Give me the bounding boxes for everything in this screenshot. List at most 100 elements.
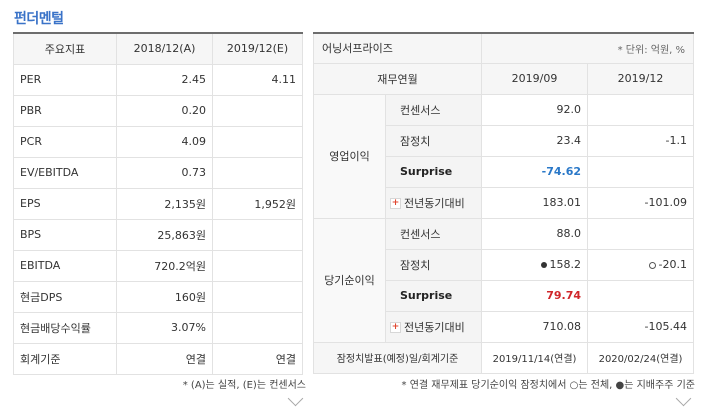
cell-value: 160원	[116, 280, 213, 313]
cell-value	[212, 280, 303, 313]
cell-value: 2.45	[116, 63, 213, 96]
cell-value: 88.0	[481, 217, 588, 250]
col-header-indicator: 주요지표	[13, 32, 117, 65]
row-label: EBITDA	[13, 249, 117, 282]
cell-value: 0.20	[116, 94, 213, 127]
table-row: 현금배당수익률 3.07%	[13, 311, 303, 344]
row-label: 잠정치	[385, 124, 482, 157]
table-row: 회계기준 연결 연결	[13, 342, 303, 375]
surprise-value: -74.62	[481, 155, 588, 188]
cell-value: 183.01	[481, 186, 588, 219]
cell-value	[586, 93, 695, 126]
cell-value: 158.2	[549, 258, 582, 271]
fundamentals-table: 주요지표 2018/12(A) 2019/12(E) PER 2.45 4.11 P…	[13, 32, 303, 375]
footnote-right: * 연결 재무제표 당기순이익 잠정치에서 ○는 전체, ●는 지배주주 기준	[401, 380, 695, 391]
cell-value	[212, 94, 303, 127]
cell-value: 4.11	[212, 63, 303, 96]
row-label-yoy[interactable]: + 전년동기대비	[385, 186, 482, 219]
cell-value: 4.09	[116, 125, 213, 158]
row-label: 전년동기대비	[404, 320, 465, 334]
cell-value: -1.1	[586, 124, 695, 157]
table-row: 잠정치 23.4 -1.1	[314, 124, 695, 157]
row-label: EV/EBITDA	[13, 156, 117, 189]
group-label-operating-income: 영업이익	[313, 93, 386, 219]
row-label: 컨센서스	[385, 93, 482, 126]
cell-value: -101.09	[586, 186, 695, 219]
cell-value: -20.1	[658, 258, 688, 271]
cell-value: 연결	[116, 342, 213, 375]
cell-value	[212, 125, 303, 158]
table-row: EV/EBITDA 0.73	[13, 156, 303, 189]
surprise-value: 79.74	[481, 279, 588, 312]
table-row: BPS 25,863원	[13, 218, 303, 251]
hollow-dot-icon	[648, 261, 656, 269]
cell-value: 720.2억원	[116, 249, 213, 282]
row-label-yoy[interactable]: + 전년동기대비	[385, 310, 482, 343]
table-row: 당기순이익 컨센서스 88.0	[313, 217, 695, 343]
group-label-net-income: 당기순이익	[313, 217, 386, 343]
cell-value	[586, 217, 695, 250]
table-row: Surprise 79.74	[314, 279, 695, 312]
cell-value: 2,135원	[116, 187, 213, 220]
row-label-announce-date: 잠정치발표(예정)일/회계기준	[313, 341, 482, 374]
row-label: PER	[13, 63, 117, 96]
cell-value-with-dot: 158.2	[481, 248, 588, 281]
cell-value	[212, 218, 303, 251]
table-footer-row: 잠정치발표(예정)일/회계기준 2019/11/14(연결) 2020/02/2…	[313, 341, 695, 374]
row-label-surprise: Surprise	[385, 279, 482, 312]
table-header-row: 주요지표 2018/12(A) 2019/12(E)	[13, 32, 303, 65]
table-row: 현금DPS 160원	[13, 280, 303, 313]
cell-value: 3.07%	[116, 311, 213, 344]
col-header-2019-09: 2019/09	[481, 62, 588, 95]
cell-value: 1,952원	[212, 187, 303, 220]
cell-value-with-dot: -20.1	[586, 248, 695, 281]
table-row: + 전년동기대비 183.01 -101.09	[314, 186, 695, 219]
cell-value: -105.44	[586, 310, 695, 343]
cell-value: 0.73	[116, 156, 213, 189]
cell-value: 25,863원	[116, 218, 213, 251]
table-row: Surprise -74.62	[314, 155, 695, 188]
cell-value: 2020/02/24(연결)	[586, 341, 695, 374]
row-label: BPS	[13, 218, 117, 251]
plus-icon[interactable]: +	[390, 198, 401, 209]
chevron-down-icon[interactable]	[675, 390, 692, 407]
table-header-row: 재무연월 2019/09 2019/12	[313, 62, 695, 95]
row-label: 컨센서스	[385, 217, 482, 250]
cell-value	[586, 279, 695, 312]
table-row: PCR 4.09	[13, 125, 303, 158]
cell-value	[212, 249, 303, 282]
cell-value: 2019/11/14(연결)	[481, 341, 588, 374]
cell-value: 710.08	[481, 310, 588, 343]
row-label: 전년동기대비	[404, 196, 465, 210]
table-title: 어닝서프라이즈	[313, 32, 482, 64]
row-label: 잠정치	[385, 248, 482, 281]
col-header-2018: 2018/12(A)	[116, 32, 213, 65]
footnote-left: * (A)는 실적, (E)는 컨센서스	[182, 380, 306, 391]
table-row: 영업이익 컨센서스 92.0	[313, 93, 695, 219]
cell-value: 23.4	[481, 124, 588, 157]
unit-label: * 단위: 억원, %	[480, 32, 695, 64]
row-label: 현금배당수익률	[13, 311, 117, 344]
col-header-2019-12: 2019/12	[586, 62, 695, 95]
row-label: 회계기준	[13, 342, 117, 375]
table-row: PBR 0.20	[13, 94, 303, 127]
row-label: PBR	[13, 94, 117, 127]
table-row: PER 2.45 4.11	[13, 63, 303, 96]
row-label: PCR	[13, 125, 117, 158]
table-row: 잠정치 158.2 -20.1	[314, 248, 695, 281]
row-label: EPS	[13, 187, 117, 220]
filled-dot-icon	[540, 262, 547, 268]
cell-value	[212, 311, 303, 344]
cell-value: 92.0	[481, 93, 588, 126]
cell-value: 연결	[212, 342, 303, 375]
table-title-row: 어닝서프라이즈 * 단위: 억원, %	[313, 32, 695, 64]
col-header-2019: 2019/12(E)	[212, 32, 303, 65]
col-header-period: 재무연월	[313, 62, 482, 95]
cell-value	[586, 155, 695, 188]
earnings-surprise-table: 어닝서프라이즈 * 단위: 억원, % 재무연월 2019/09 2019/12…	[313, 32, 695, 374]
chevron-down-icon[interactable]	[287, 390, 304, 407]
row-label: 현금DPS	[13, 280, 117, 313]
plus-icon[interactable]: +	[390, 322, 401, 333]
section-title: 펀더멘털	[14, 11, 64, 27]
table-row: EBITDA 720.2억원	[13, 249, 303, 282]
